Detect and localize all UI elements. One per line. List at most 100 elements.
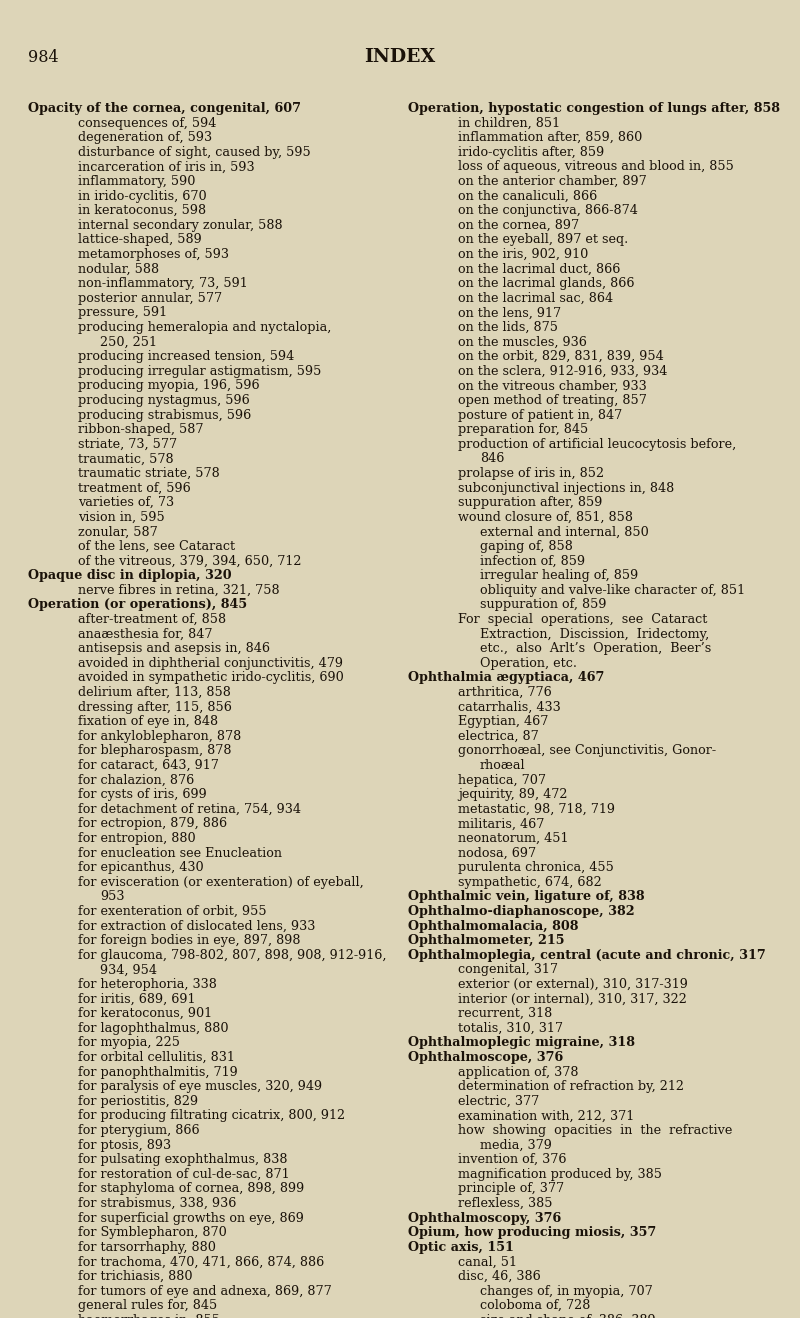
Text: after-treatment of, 858: after-treatment of, 858 bbox=[78, 613, 226, 626]
Text: Operation, hypostatic congestion of lungs after, 858: Operation, hypostatic congestion of lung… bbox=[408, 101, 780, 115]
Text: avoided in diphtherial conjunctivitis, 479: avoided in diphtherial conjunctivitis, 4… bbox=[78, 656, 343, 670]
Text: obliquity and valve-like character of, 851: obliquity and valve-like character of, 8… bbox=[480, 584, 745, 597]
Text: Operation, etc.: Operation, etc. bbox=[480, 656, 577, 670]
Text: for producing filtrating cicatrix, 800, 912: for producing filtrating cicatrix, 800, … bbox=[78, 1110, 345, 1123]
Text: production of artificial leucocytosis before,: production of artificial leucocytosis be… bbox=[458, 438, 736, 451]
Text: zonular, 587: zonular, 587 bbox=[78, 526, 158, 538]
Text: metamorphoses of, 593: metamorphoses of, 593 bbox=[78, 248, 229, 261]
Text: consequences of, 594: consequences of, 594 bbox=[78, 116, 216, 129]
Text: suppuration after, 859: suppuration after, 859 bbox=[458, 496, 602, 509]
Text: wound closure of, 851, 858: wound closure of, 851, 858 bbox=[458, 511, 633, 523]
Text: for iritis, 689, 691: for iritis, 689, 691 bbox=[78, 992, 195, 1006]
Text: posterior annular, 577: posterior annular, 577 bbox=[78, 291, 222, 304]
Text: neonatorum, 451: neonatorum, 451 bbox=[458, 832, 569, 845]
Text: for foreign bodies in eye, 897, 898: for foreign bodies in eye, 897, 898 bbox=[78, 934, 301, 948]
Text: for periostitis, 829: for periostitis, 829 bbox=[78, 1095, 198, 1108]
Text: etc.,  also  Arlt’s  Operation,  Beer’s: etc., also Arlt’s Operation, Beer’s bbox=[480, 642, 711, 655]
Text: for evisceration (or exenteration) of eyeball,: for evisceration (or exenteration) of ey… bbox=[78, 875, 364, 888]
Text: militaris, 467: militaris, 467 bbox=[458, 817, 544, 830]
Text: subconjunctival injections in, 848: subconjunctival injections in, 848 bbox=[458, 481, 674, 494]
Text: for detachment of retina, 754, 934: for detachment of retina, 754, 934 bbox=[78, 803, 301, 816]
Text: on the lens, 917: on the lens, 917 bbox=[458, 306, 561, 319]
Text: lattice-shaped, 589: lattice-shaped, 589 bbox=[78, 233, 202, 246]
Text: Ophthalmoplegia, central (acute and chronic, 317: Ophthalmoplegia, central (acute and chro… bbox=[408, 949, 766, 962]
Text: anaæsthesia for, 847: anaæsthesia for, 847 bbox=[78, 627, 213, 641]
Text: for panophthalmitis, 719: for panophthalmitis, 719 bbox=[78, 1065, 238, 1078]
Text: nerve fibres in retina, 321, 758: nerve fibres in retina, 321, 758 bbox=[78, 584, 280, 597]
Text: on the conjunctiva, 866-874: on the conjunctiva, 866-874 bbox=[458, 204, 638, 217]
Text: producing myopia, 196, 596: producing myopia, 196, 596 bbox=[78, 380, 260, 393]
Text: magnification produced by, 385: magnification produced by, 385 bbox=[458, 1168, 662, 1181]
Text: for Symblepharon, 870: for Symblepharon, 870 bbox=[78, 1226, 226, 1239]
Text: in keratoconus, 598: in keratoconus, 598 bbox=[78, 204, 206, 217]
Text: hepatica, 707: hepatica, 707 bbox=[458, 774, 546, 787]
Text: for blepharospasm, 878: for blepharospasm, 878 bbox=[78, 745, 231, 758]
Text: on the orbit, 829, 831, 839, 954: on the orbit, 829, 831, 839, 954 bbox=[458, 351, 664, 364]
Text: Ophthalmometer, 215: Ophthalmometer, 215 bbox=[408, 934, 565, 948]
Text: of the vitreous, 379, 394, 650, 712: of the vitreous, 379, 394, 650, 712 bbox=[78, 555, 302, 568]
Text: Ophthalmoscopy, 376: Ophthalmoscopy, 376 bbox=[408, 1211, 562, 1224]
Text: for cataract, 643, 917: for cataract, 643, 917 bbox=[78, 759, 219, 772]
Text: Operation (or operations), 845: Operation (or operations), 845 bbox=[28, 598, 247, 612]
Text: pressure, 591: pressure, 591 bbox=[78, 306, 167, 319]
Text: totalis, 310, 317: totalis, 310, 317 bbox=[458, 1021, 563, 1035]
Text: external and internal, 850: external and internal, 850 bbox=[480, 526, 649, 538]
Text: coloboma of, 728: coloboma of, 728 bbox=[480, 1300, 590, 1313]
Text: avoided in sympathetic irido-cyclitis, 690: avoided in sympathetic irido-cyclitis, 6… bbox=[78, 671, 344, 684]
Text: 984: 984 bbox=[28, 49, 58, 66]
Text: INDEX: INDEX bbox=[364, 47, 436, 66]
Text: for ectropion, 879, 886: for ectropion, 879, 886 bbox=[78, 817, 227, 830]
Text: for tarsorrhaphy, 880: for tarsorrhaphy, 880 bbox=[78, 1240, 216, 1253]
Text: inflammation after, 859, 860: inflammation after, 859, 860 bbox=[458, 132, 642, 144]
Text: open method of treating, 857: open method of treating, 857 bbox=[458, 394, 647, 407]
Text: application of, 378: application of, 378 bbox=[458, 1065, 578, 1078]
Text: on the lacrimal duct, 866: on the lacrimal duct, 866 bbox=[458, 262, 620, 275]
Text: for paralysis of eye muscles, 320, 949: for paralysis of eye muscles, 320, 949 bbox=[78, 1081, 322, 1093]
Text: jequirity, 89, 472: jequirity, 89, 472 bbox=[458, 788, 567, 801]
Text: dressing after, 115, 856: dressing after, 115, 856 bbox=[78, 701, 232, 713]
Text: Ophthalmia ægyptiaca, 467: Ophthalmia ægyptiaca, 467 bbox=[408, 671, 604, 684]
Text: irregular healing of, 859: irregular healing of, 859 bbox=[480, 569, 638, 583]
Text: loss of aqueous, vitreous and blood in, 855: loss of aqueous, vitreous and blood in, … bbox=[458, 161, 734, 174]
Text: Opium, how producing miosis, 357: Opium, how producing miosis, 357 bbox=[408, 1226, 656, 1239]
Text: irido-cyclitis after, 859: irido-cyclitis after, 859 bbox=[458, 146, 604, 158]
Text: for epicanthus, 430: for epicanthus, 430 bbox=[78, 861, 204, 874]
Text: producing nystagmus, 596: producing nystagmus, 596 bbox=[78, 394, 250, 407]
Text: for myopia, 225: for myopia, 225 bbox=[78, 1036, 180, 1049]
Text: rhoæal: rhoæal bbox=[480, 759, 526, 772]
Text: examination with, 212, 371: examination with, 212, 371 bbox=[458, 1110, 634, 1123]
Text: Ophthalmomalacia, 808: Ophthalmomalacia, 808 bbox=[408, 920, 578, 933]
Text: congenital, 317: congenital, 317 bbox=[458, 963, 558, 977]
Text: for restoration of cul-de-sac, 871: for restoration of cul-de-sac, 871 bbox=[78, 1168, 290, 1181]
Text: nodular, 588: nodular, 588 bbox=[78, 262, 159, 275]
Text: on the iris, 902, 910: on the iris, 902, 910 bbox=[458, 248, 588, 261]
Text: in irido-cyclitis, 670: in irido-cyclitis, 670 bbox=[78, 190, 206, 203]
Text: disc, 46, 386: disc, 46, 386 bbox=[458, 1271, 541, 1282]
Text: prolapse of iris in, 852: prolapse of iris in, 852 bbox=[458, 467, 604, 480]
Text: on the canaliculi, 866: on the canaliculi, 866 bbox=[458, 190, 598, 203]
Text: preparation for, 845: preparation for, 845 bbox=[458, 423, 588, 436]
Text: for pulsating exophthalmus, 838: for pulsating exophthalmus, 838 bbox=[78, 1153, 287, 1166]
Text: for strabismus, 338, 936: for strabismus, 338, 936 bbox=[78, 1197, 236, 1210]
Text: arthritica, 776: arthritica, 776 bbox=[458, 685, 552, 699]
Text: canal, 51: canal, 51 bbox=[458, 1256, 517, 1268]
Text: electric, 377: electric, 377 bbox=[458, 1095, 539, 1108]
Text: disturbance of sight, caused by, 595: disturbance of sight, caused by, 595 bbox=[78, 146, 310, 158]
Text: Ophthalmoplegic migraine, 318: Ophthalmoplegic migraine, 318 bbox=[408, 1036, 635, 1049]
Text: for trichiasis, 880: for trichiasis, 880 bbox=[78, 1271, 193, 1282]
Text: producing strabismus, 596: producing strabismus, 596 bbox=[78, 409, 251, 422]
Text: Opacity of the cornea, congenital, 607: Opacity of the cornea, congenital, 607 bbox=[28, 101, 301, 115]
Text: Opaque disc in diplopia, 320: Opaque disc in diplopia, 320 bbox=[28, 569, 232, 583]
Text: fixation of eye in, 848: fixation of eye in, 848 bbox=[78, 716, 218, 729]
Text: for chalazion, 876: for chalazion, 876 bbox=[78, 774, 194, 787]
Text: catarrhalis, 433: catarrhalis, 433 bbox=[458, 701, 561, 713]
Text: for cysts of iris, 699: for cysts of iris, 699 bbox=[78, 788, 206, 801]
Text: changes of, in myopia, 707: changes of, in myopia, 707 bbox=[480, 1285, 653, 1298]
Text: striate, 73, 577: striate, 73, 577 bbox=[78, 438, 177, 451]
Text: for pterygium, 866: for pterygium, 866 bbox=[78, 1124, 200, 1137]
Text: for enucleation see Enucleation: for enucleation see Enucleation bbox=[78, 846, 282, 859]
Text: nodosa, 697: nodosa, 697 bbox=[458, 846, 536, 859]
Text: delirium after, 113, 858: delirium after, 113, 858 bbox=[78, 685, 231, 699]
Text: posture of patient in, 847: posture of patient in, 847 bbox=[458, 409, 622, 422]
Text: for ptosis, 893: for ptosis, 893 bbox=[78, 1139, 171, 1152]
